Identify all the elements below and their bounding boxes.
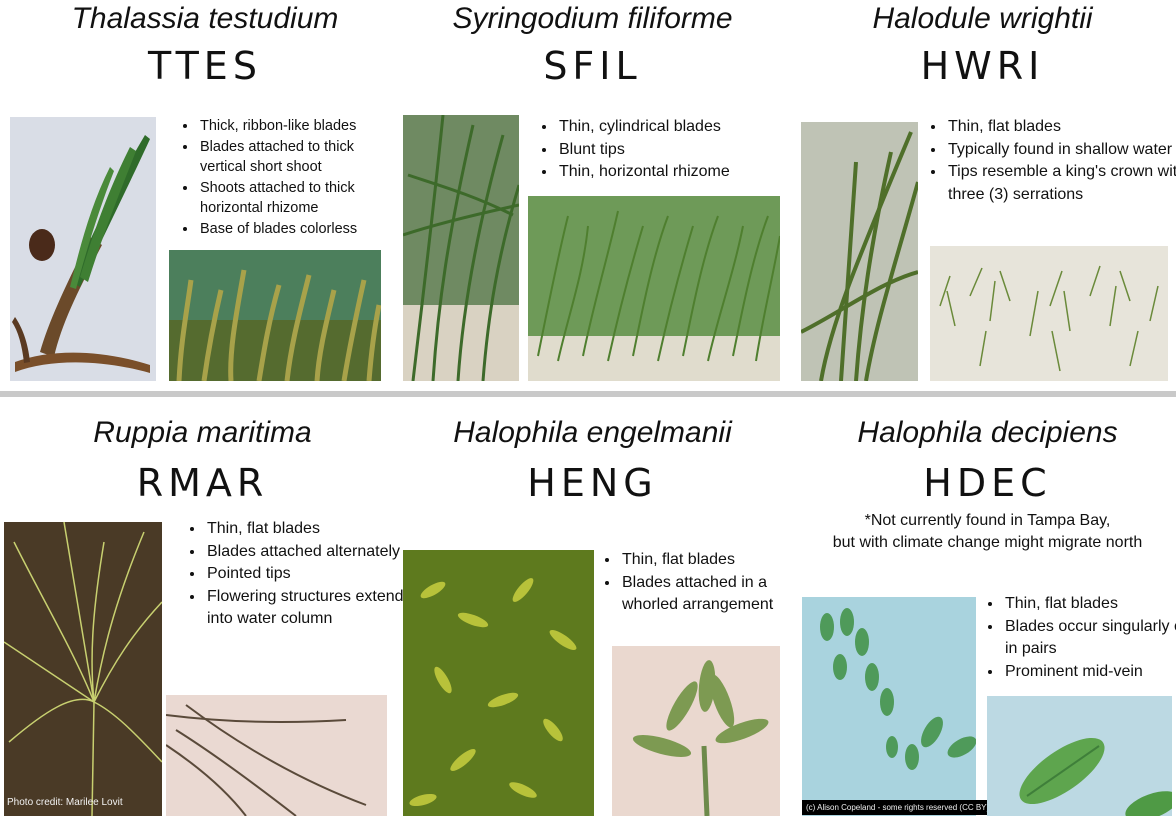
trait-item: Blades attached in a whorled arrangement [620,572,805,617]
trait-list: Thin, flat blades Blades attached altern… [185,518,405,631]
species-code: HDEC [923,461,1052,505]
scientific-name: Halodule wrightii [872,2,1093,35]
species-code: TTES [148,44,262,88]
photo-credit: (c) Alison Copeland - some rights reserv… [802,800,994,815]
trait-item: Prominent mid-vein [1003,661,1176,684]
trait-item: Shoots attached to thick horizontal rhiz… [198,178,388,219]
trait-list: Thin, flat blades Typically found in sha… [926,116,1176,206]
species-code: SFIL [543,44,642,88]
trait-item: Tips resemble a king's crown with three … [946,161,1176,206]
trait-item: Base of blades colorless [198,219,388,240]
trait-item: Pointed tips [205,563,405,586]
trait-item: Thin, flat blades [620,549,805,572]
trait-item: Typically found in shallow water [946,139,1176,162]
trait-item: Flowering structures extend into water c… [205,586,405,631]
trait-item: Blades attached to thick vertical short … [198,137,388,178]
trait-item: Thin, flat blades [205,518,405,541]
trait-item: Thin, horizontal rhizome [557,161,797,184]
habitat-photo [930,246,1168,381]
photo-credit: Photo credit: Marilee Lovit [7,797,123,808]
habitat-photo [169,250,381,381]
specimen-photo [403,115,519,381]
note-line: but with climate change might migrate no… [832,534,1143,551]
species-code: HWRI [920,44,1045,88]
trait-list: Thin, flat blades Blades occur singularl… [983,593,1176,683]
scientific-name: Ruppia maritima [93,416,312,449]
note-line: *Not currently found in Tampa Bay, [864,512,1111,529]
habitat-photo [528,196,780,381]
trait-item: Thin, cylindrical blades [557,116,797,139]
habitat-photo [166,695,387,816]
specimen-photo [802,597,976,816]
trait-list: Thin, cylindrical blades Blunt tips Thin… [537,116,797,184]
species-code: HENG [527,461,658,505]
row-divider [0,391,1176,397]
trait-list: Thick, ribbon-like blades Blades attache… [178,116,388,239]
trait-item: Blades attached alternately [205,541,405,564]
scientific-name: Halophila engelmanii [453,416,732,449]
trait-item: Blunt tips [557,139,797,162]
species-code: RMAR [136,461,269,505]
scientific-name: Syringodium filiforme [452,2,733,35]
trait-item: Blades occur singularly or in pairs [1003,616,1176,661]
trait-item: Thick, ribbon-like blades [198,116,388,137]
habitat-photo [987,696,1172,816]
note: *Not currently found in Tampa Bay, but w… [805,510,1170,554]
specimen-photo [4,522,162,816]
specimen-photo [403,550,594,816]
trait-item: Thin, flat blades [946,116,1176,139]
trait-list: Thin, flat blades Blades attached in a w… [600,549,805,617]
trait-item: Thin, flat blades [1003,593,1176,616]
specimen-photo [10,117,156,381]
habitat-photo [612,646,780,816]
scientific-name: Halophila decipiens [857,416,1118,449]
specimen-photo [801,122,918,381]
scientific-name: Thalassia testudium [71,2,339,35]
